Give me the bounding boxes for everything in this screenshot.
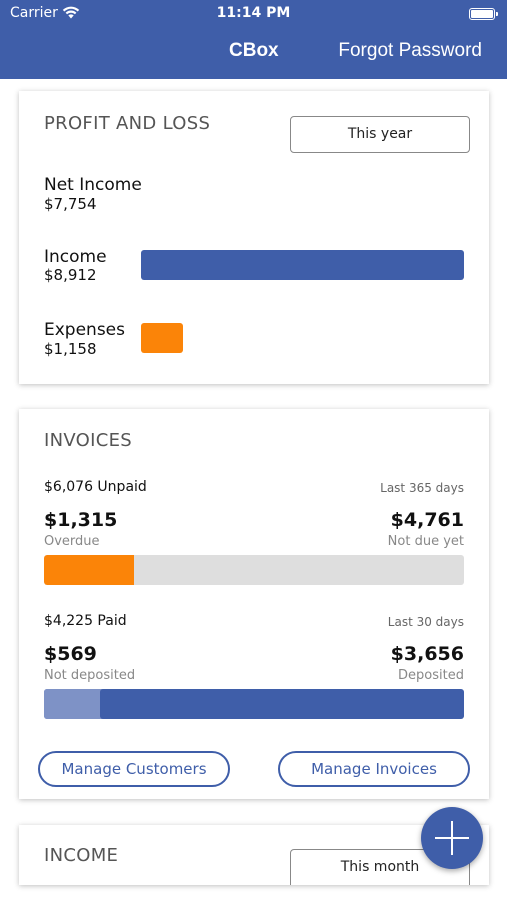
battery-icon bbox=[469, 8, 498, 20]
forgot-password-button[interactable]: Forgot Password bbox=[338, 40, 482, 61]
unpaid-range: Last 365 days bbox=[380, 481, 464, 495]
net-income-label: Net Income bbox=[44, 175, 142, 195]
overdue-label: Overdue bbox=[44, 534, 100, 549]
expenses-value: $1,158 bbox=[44, 340, 97, 358]
deposited-segment bbox=[100, 689, 464, 719]
invoices-card: INVOICES $6,076 Unpaid Last 365 days $1,… bbox=[19, 409, 489, 799]
manage-customers-button[interactable]: Manage Customers bbox=[38, 751, 230, 787]
income-bar bbox=[141, 250, 464, 280]
navigation-bar: Carrier 11:14 PM CBox Forgot Password bbox=[0, 0, 507, 79]
not-deposited-label: Not deposited bbox=[44, 668, 136, 683]
paid-summary: $4,225 Paid bbox=[44, 613, 127, 629]
card-title: INVOICES bbox=[44, 430, 133, 451]
deposited-amount: $3,656 bbox=[390, 643, 464, 665]
period-selector-button[interactable]: This month bbox=[290, 849, 470, 885]
income-card: INCOME This month bbox=[19, 825, 489, 885]
unpaid-summary: $6,076 Unpaid bbox=[44, 479, 147, 495]
status-time: 11:14 PM bbox=[216, 5, 291, 21]
status-bar: Carrier 11:14 PM bbox=[0, 5, 507, 25]
paid-range: Last 30 days bbox=[387, 615, 464, 629]
manage-invoices-button[interactable]: Manage Invoices bbox=[278, 751, 470, 787]
add-button[interactable] bbox=[421, 807, 483, 869]
card-title: PROFIT AND LOSS bbox=[44, 113, 211, 134]
profit-and-loss-card: PROFIT AND LOSS This year Net Income $7,… bbox=[19, 91, 489, 384]
wifi-icon bbox=[62, 6, 80, 19]
nav-title: CBox bbox=[229, 40, 279, 61]
carrier-label: Carrier bbox=[10, 5, 58, 21]
expenses-label: Expenses bbox=[44, 320, 125, 340]
expenses-bar bbox=[141, 323, 183, 353]
not-deposited-amount: $569 bbox=[44, 643, 97, 665]
period-selector-button[interactable]: This year bbox=[290, 116, 470, 153]
paid-progress-bar bbox=[44, 689, 464, 719]
unpaid-progress-bar bbox=[44, 555, 464, 585]
income-value: $8,912 bbox=[44, 266, 97, 284]
card-title: INCOME bbox=[44, 845, 119, 866]
net-income-value: $7,754 bbox=[44, 195, 97, 213]
not-due-label: Not due yet bbox=[387, 534, 464, 549]
deposited-label: Deposited bbox=[398, 668, 464, 683]
income-label: Income bbox=[44, 247, 107, 267]
overdue-segment bbox=[44, 555, 134, 585]
not-deposited-segment bbox=[44, 689, 99, 719]
not-due-amount: $4,761 bbox=[390, 509, 464, 531]
overdue-amount: $1,315 bbox=[44, 509, 118, 531]
